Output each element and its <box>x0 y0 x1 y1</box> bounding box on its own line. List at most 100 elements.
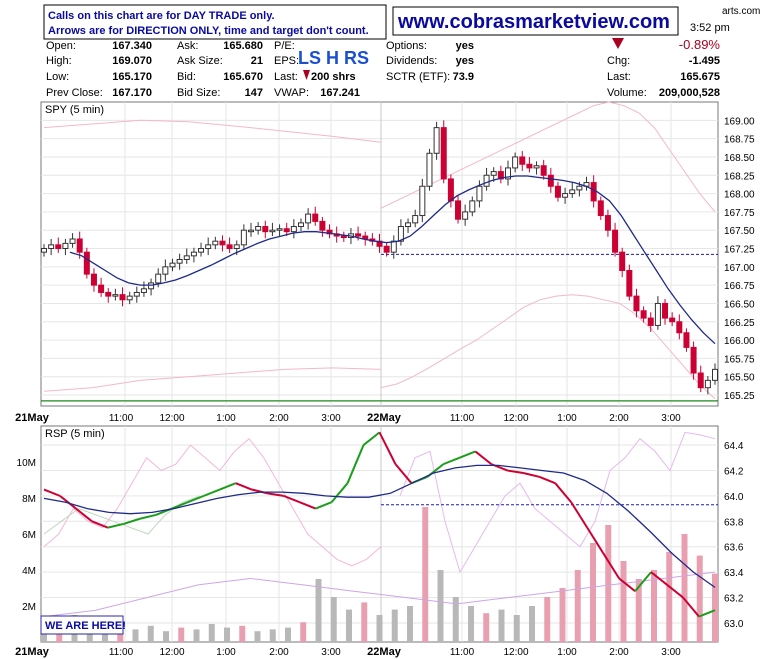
rsp-price-segment <box>283 494 300 504</box>
candle-body <box>340 235 347 239</box>
spy-ytick-label: 168.25 <box>724 171 755 182</box>
candle-body <box>176 258 183 264</box>
spy-ytick-label: 167.50 <box>724 226 755 237</box>
volume-bar <box>635 579 642 642</box>
volume-bar <box>285 627 291 642</box>
rsp-price-segment <box>523 472 540 478</box>
rsp-xtick-label: 22May <box>367 646 402 658</box>
volume-bar <box>666 552 673 642</box>
candle-body <box>569 189 576 195</box>
rsp-price-segment <box>650 571 668 586</box>
upper-band-line-day1 <box>43 119 382 143</box>
candle-body <box>462 211 469 220</box>
rsp-xtick-label: 21May <box>15 646 50 658</box>
volume-bar <box>696 555 703 642</box>
spy-panel-title: SPY (5 min) <box>45 104 104 116</box>
candle-body <box>590 182 597 202</box>
candle-body <box>162 266 169 275</box>
lshrs-label: LS H RS <box>298 48 369 68</box>
candle-body <box>276 228 283 231</box>
stat-label: EPS: <box>274 55 299 67</box>
candle-body <box>305 213 312 224</box>
candle-body <box>112 294 119 297</box>
we-are-here-box <box>40 615 124 635</box>
stat-value: 165.170 <box>112 71 152 83</box>
volume-bar <box>361 602 368 642</box>
stat-value: 169.070 <box>112 55 152 67</box>
spy-panel: 169.00 168.75 168.50 168.25 168.00 167.75 167.… <box>15 101 755 424</box>
candle-body <box>597 200 604 217</box>
rsp-xtick-label: 1:00 <box>557 647 577 658</box>
candle-body <box>512 156 519 169</box>
rsp-xtick-label: 12:00 <box>159 647 184 658</box>
down-arrow-icon <box>612 38 624 49</box>
rsp-price-segment <box>443 456 460 466</box>
spy-xtick-label: 1:00 <box>557 413 577 424</box>
spy-ytick-label: 167.00 <box>724 263 755 274</box>
spy-plot-frame <box>40 101 719 407</box>
volume-bar <box>422 507 429 642</box>
rsp-ytick-left-label: 4M <box>22 566 36 577</box>
candle-body <box>133 291 140 297</box>
volume-bar <box>483 613 490 642</box>
stat-value: 167.340 <box>112 40 152 52</box>
rsp-price-segment <box>666 584 684 599</box>
rsp-price-segment <box>267 492 284 497</box>
spy-xtick-label: 3:00 <box>661 413 681 424</box>
candle-body <box>255 226 262 231</box>
volume-bar <box>300 622 307 642</box>
candle-body <box>676 321 683 334</box>
candle-body <box>269 229 276 233</box>
spy-ytick-label: 168.00 <box>724 190 755 201</box>
volume-bar <box>239 625 246 642</box>
rsp-xtick-label: 1:00 <box>216 647 236 658</box>
rsp-ytick-right-label: 63.2 <box>724 594 744 605</box>
we-are-here-badge: WE ARE HERE! <box>45 620 126 632</box>
rsp-ytick-right-label: 63.6 <box>724 543 744 554</box>
rsp-xtick-label: 2:00 <box>609 647 629 658</box>
volume-bar <box>620 561 627 642</box>
candle-body <box>55 244 62 250</box>
candle-body <box>412 215 419 224</box>
candle-body <box>704 379 711 389</box>
spy-ytick-label: 166.75 <box>724 281 755 292</box>
overlay-pink-day2 <box>399 431 716 574</box>
website-text[interactable]: www.cobrasmarketview.com <box>397 11 670 33</box>
candle-body <box>290 226 297 233</box>
stat-label: Ask: <box>177 40 198 52</box>
stat-value: 147 <box>245 87 263 99</box>
candle-body <box>669 317 676 323</box>
rsp-moving-average <box>43 464 716 588</box>
volume-bar <box>681 534 688 642</box>
spy-xtick-label: 12:00 <box>503 413 528 424</box>
rsp-price-segment <box>107 522 125 529</box>
rsp-price-segment <box>634 571 652 592</box>
rsp-xtick-label: 12:00 <box>503 647 528 658</box>
candle-body <box>483 174 490 187</box>
rsp-ytick-right-label: 63.8 <box>724 517 744 528</box>
candle-body <box>262 226 269 233</box>
stat-value: 73.9 <box>453 71 474 83</box>
stat-label: VWAP: <box>274 87 309 99</box>
spy-ytick-label: 166.00 <box>724 336 755 347</box>
candle-body <box>140 288 147 293</box>
candle-body <box>248 229 255 233</box>
candle-body <box>690 346 697 374</box>
candle-body <box>69 238 76 244</box>
change-pct: -0.89% <box>679 37 721 52</box>
volume-bar <box>208 624 215 642</box>
note-box <box>43 4 387 40</box>
candle-body <box>212 240 219 246</box>
stat-value: 209,000,528 <box>659 87 720 99</box>
stat-label: Last: <box>607 71 631 83</box>
volume-bar <box>178 627 185 642</box>
time-text: 3:52 pm <box>690 22 730 34</box>
rsp-price-segment <box>507 469 524 474</box>
candle-body <box>697 372 704 389</box>
rsp-price-segment <box>602 552 620 580</box>
spy-xtick-label: 1:00 <box>216 413 236 424</box>
note-line-2: Arrows are for DIRECTION ONLY, time and … <box>48 25 369 37</box>
rsp-ytick-left-label: 2M <box>22 602 36 613</box>
spy-moving-average <box>69 175 716 345</box>
